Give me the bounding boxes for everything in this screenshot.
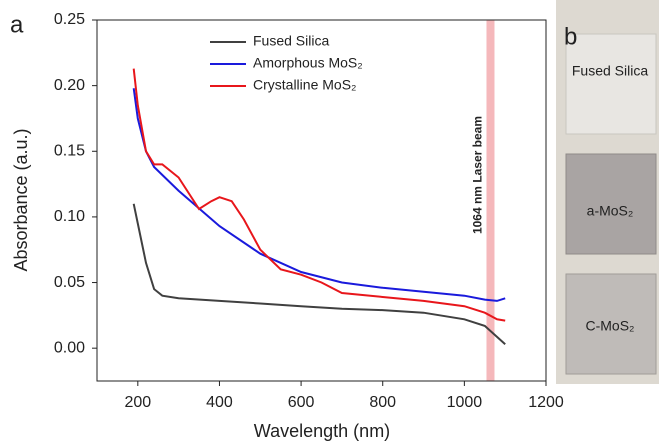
sample-label: Fused Silica <box>572 63 648 79</box>
x-tick-label: 1200 <box>528 394 564 411</box>
data-line <box>132 203 506 345</box>
y-tick-label: 0.25 <box>54 11 85 28</box>
panel-label: a <box>10 11 24 38</box>
x-tick-label: 800 <box>369 394 396 411</box>
y-tick-label: 0.05 <box>54 274 85 291</box>
y-axis-label: Absorbance (a.u.) <box>11 128 31 271</box>
band-label: 1064 nm Laser beam <box>471 116 485 234</box>
y-tick-label: 0.20 <box>54 77 85 94</box>
glass-slide <box>565 33 657 135</box>
legend-label: Crystalline MoS₂ <box>253 77 356 93</box>
x-tick-label: 400 <box>206 394 233 411</box>
panel-label: b <box>564 23 577 50</box>
glass-slide <box>565 153 657 255</box>
y-tick-label: 0.00 <box>54 339 85 356</box>
x-tick-label: 600 <box>288 394 315 411</box>
sample-label: a-MoS₂ <box>587 203 634 219</box>
plot-frame <box>96 19 547 382</box>
laser-band <box>486 20 495 381</box>
x-axis-label: Wavelength (nm) <box>254 421 390 441</box>
legend-label: Amorphous MoS₂ <box>253 55 363 71</box>
y-tick-label: 0.10 <box>54 208 85 225</box>
legend-label: Fused Silica <box>253 33 329 49</box>
glass-slide <box>565 273 657 375</box>
x-tick-label: 1000 <box>447 394 483 411</box>
x-tick-label: 200 <box>124 394 151 411</box>
y-tick-label: 0.15 <box>54 142 85 159</box>
sample-label: C-MoS₂ <box>586 318 635 334</box>
data-line <box>132 68 506 322</box>
